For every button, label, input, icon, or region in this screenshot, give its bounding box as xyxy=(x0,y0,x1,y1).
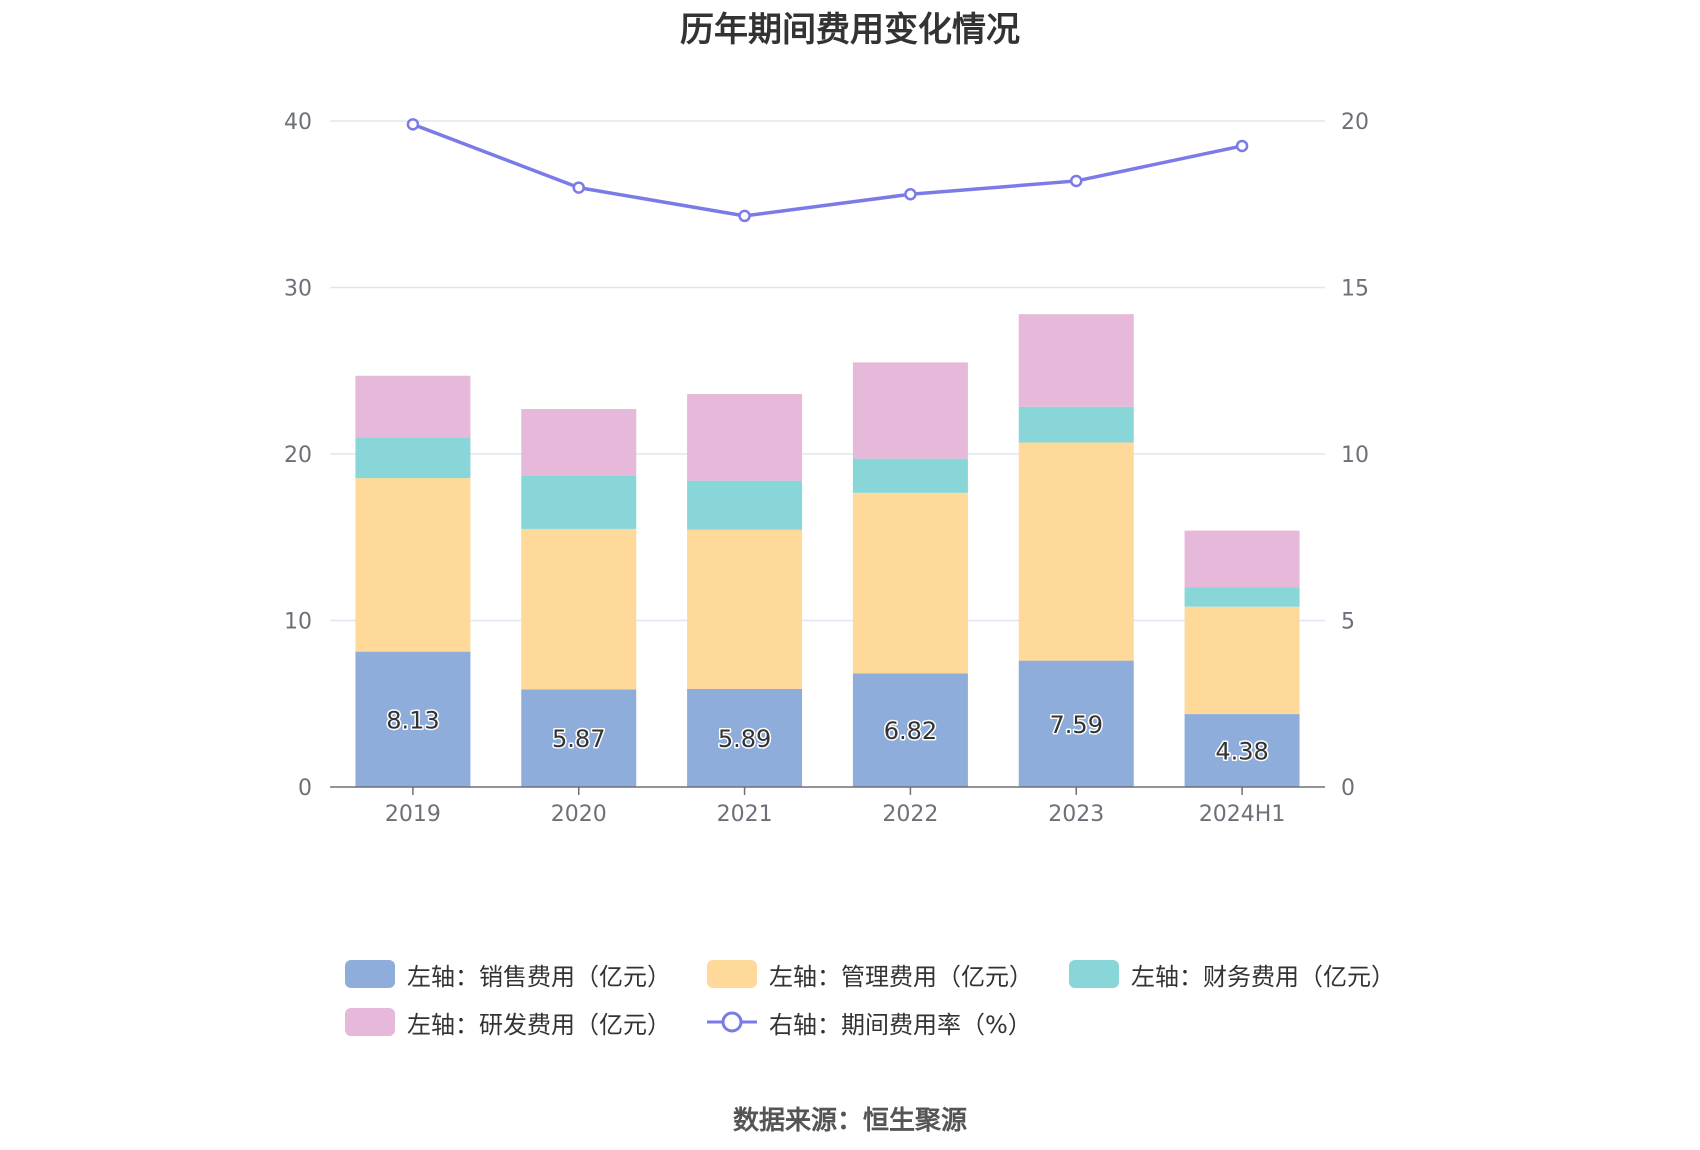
rate-point xyxy=(572,181,585,194)
bar-admin xyxy=(852,492,968,674)
bar-finance xyxy=(852,458,968,493)
legend: 左轴：销售费用（亿元） 左轴：管理费用（亿元） 左轴：财务费用（亿元） 左轴：研… xyxy=(345,950,1395,1046)
y-left-tick-label: 0 xyxy=(298,776,312,801)
x-tick-label: 2024H1 xyxy=(1199,802,1286,827)
rate-point xyxy=(406,118,420,131)
legend-swatch-sales xyxy=(345,960,395,988)
legend-swatch-admin xyxy=(707,960,757,988)
x-tick-label: 2021 xyxy=(717,802,773,827)
rate-point xyxy=(1235,139,1249,153)
legend-item-sales[interactable]: 左轴：销售费用（亿元） xyxy=(345,957,671,992)
legend-label-finance: 左轴：财务费用（亿元） xyxy=(1131,962,1395,991)
legend-item-rd[interactable]: 左轴：研发费用（亿元） xyxy=(345,1005,671,1040)
data-source-note: 数据来源：恒生聚源 xyxy=(732,1106,967,1136)
bar-sales xyxy=(355,651,471,787)
y-right-tick-label: 10 xyxy=(1341,443,1369,468)
x-tick-label: 2022 xyxy=(882,802,938,827)
bar-sales xyxy=(1018,660,1134,787)
bar-admin xyxy=(1018,442,1134,661)
bar-finance xyxy=(687,480,803,530)
bar-sales xyxy=(852,673,968,787)
x-tick-label: 2019 xyxy=(385,802,441,827)
legend-item-finance[interactable]: 左轴：财务费用（亿元） xyxy=(1069,957,1395,992)
legend-item-admin[interactable]: 左轴：管理费用（亿元） xyxy=(707,957,1033,992)
bar-sales xyxy=(521,689,637,787)
bar-finance xyxy=(1018,406,1134,443)
y-left-tick-label: 10 xyxy=(284,610,312,635)
legend-label-rate: 右轴：期间费用率（%） xyxy=(769,1010,1032,1039)
rate-point xyxy=(1070,174,1083,188)
y-left-tick-label: 30 xyxy=(284,277,312,302)
bar-value-label: 5.89 xyxy=(718,725,771,753)
rate-point xyxy=(738,209,751,223)
bar-rd xyxy=(1184,530,1300,588)
legend-item-rate[interactable]: 右轴：期间费用率（%） xyxy=(707,1005,1032,1040)
legend-label-rd: 左轴：研发费用（亿元） xyxy=(407,1010,671,1039)
bar-value-label: 5.87 xyxy=(552,725,605,753)
y-left-tick-label: 20 xyxy=(284,443,312,468)
rate-point xyxy=(904,188,917,201)
bar-value-label: 8.13 xyxy=(386,706,439,734)
y-right-tick-label: 15 xyxy=(1341,277,1369,302)
bar-rd xyxy=(355,375,471,438)
bar-value-label: 7.59 xyxy=(1050,711,1103,739)
bar-rd xyxy=(1018,314,1134,407)
bar-finance xyxy=(1184,587,1300,607)
bar-finance xyxy=(521,475,637,529)
bar-sales xyxy=(687,688,803,787)
legend-swatch-rd xyxy=(345,1008,395,1036)
legend-line-marker-icon xyxy=(707,1011,757,1033)
bar-rd xyxy=(852,362,968,459)
y-right-tick-label: 0 xyxy=(1341,776,1355,801)
x-tick-label: 2023 xyxy=(1048,802,1104,827)
y-right-tick-label: 20 xyxy=(1341,110,1369,135)
legend-swatch-finance xyxy=(1069,960,1119,988)
legend-label-admin: 左轴：管理费用（亿元） xyxy=(769,962,1033,991)
y-right-tick-label: 5 xyxy=(1341,610,1355,635)
legend-row-1: 左轴：销售费用（亿元） 左轴：管理费用（亿元） 左轴：财务费用（亿元） xyxy=(345,950,1395,998)
chart-title: 历年期间费用变化情况 xyxy=(680,10,1020,50)
bar-rd xyxy=(521,409,637,476)
bar-sales xyxy=(1184,714,1300,787)
bar-admin xyxy=(521,528,637,690)
bar-value-label: 6.82 xyxy=(884,717,937,745)
rate-line xyxy=(412,122,1243,218)
bar-admin xyxy=(687,529,803,689)
y-left-tick-label: 40 xyxy=(284,110,312,135)
legend-label-sales: 左轴：销售费用（亿元） xyxy=(407,962,671,991)
bar-admin xyxy=(355,478,471,652)
x-tick-label: 2020 xyxy=(551,802,607,827)
bar-value-label: 4.38 xyxy=(1215,738,1268,766)
bar-rd xyxy=(687,394,803,481)
legend-row-2: 左轴：研发费用（亿元） 右轴：期间费用率（%） xyxy=(345,998,1395,1046)
bar-finance xyxy=(355,437,471,479)
bar-admin xyxy=(1184,606,1300,715)
